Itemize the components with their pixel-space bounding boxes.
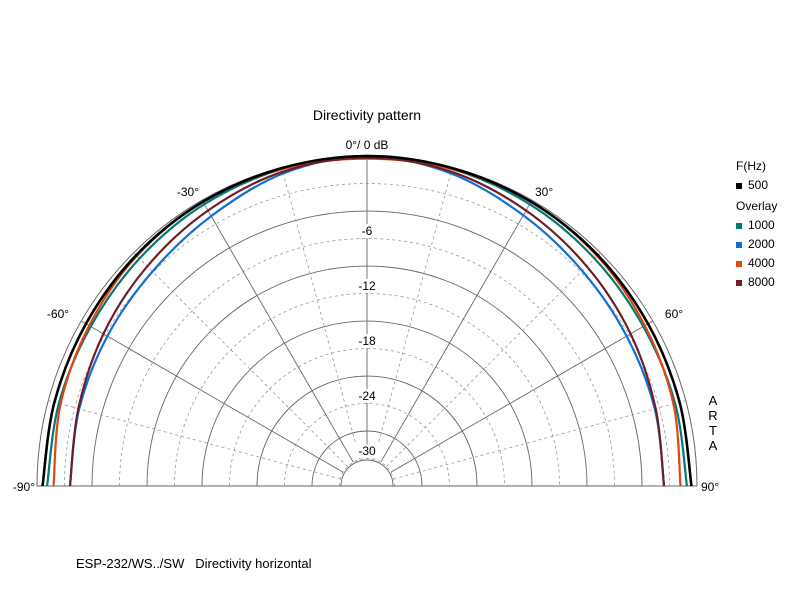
tick-label-bg bbox=[355, 444, 379, 458]
radial-tick-label: -18 bbox=[358, 334, 376, 348]
legend-item-2000: 2000 bbox=[736, 235, 777, 254]
polar-grid bbox=[36, 155, 698, 487]
grid-spoke bbox=[48, 400, 341, 480]
footer-caption: ESP-232/WS../SW Directivity horizontal bbox=[76, 556, 312, 571]
legend-label: 1000 bbox=[748, 218, 775, 232]
legend: F(Hz) 500 Overlay 1000 2000 4000 8000 bbox=[736, 157, 777, 292]
grid-spoke bbox=[373, 167, 453, 460]
series-line-8000 bbox=[68, 156, 666, 487]
grid-arc-minor bbox=[284, 403, 450, 487]
legend-swatch bbox=[736, 182, 742, 189]
grid-arc-minor bbox=[229, 348, 505, 487]
grid-arc-minor bbox=[339, 458, 395, 487]
angle-label: -90° bbox=[13, 480, 35, 494]
radial-tick-label: -6 bbox=[362, 224, 373, 238]
grid-arc-minor bbox=[119, 238, 615, 487]
legend-item-500: 500 bbox=[736, 176, 777, 195]
legend-label: 2000 bbox=[748, 237, 775, 251]
angle-label: 90° bbox=[701, 480, 719, 494]
grid-spoke bbox=[393, 400, 686, 480]
chart-title: Directivity pattern bbox=[313, 107, 421, 123]
grid-arc-major bbox=[340, 459, 394, 487]
legend-header: F(Hz) bbox=[736, 159, 766, 173]
grid-spoke bbox=[133, 252, 348, 467]
tick-label-bg bbox=[355, 279, 379, 293]
angle-label: -30° bbox=[177, 185, 199, 199]
grid-spoke bbox=[201, 199, 354, 463]
label-layer: -6 -12 -18 -24 -30 -90° -60° -30° 30° 60° 90° bbox=[13, 185, 720, 494]
legend-swatch bbox=[736, 279, 742, 286]
legend-item-4000: 4000 bbox=[736, 254, 777, 273]
angle-label: -60° bbox=[47, 307, 69, 321]
footer-model: ESP-232/WS../SW bbox=[76, 556, 185, 571]
legend-swatch bbox=[736, 241, 742, 248]
tick-label-bg bbox=[355, 334, 379, 348]
grid-spoke bbox=[386, 252, 601, 467]
grid-spoke bbox=[390, 320, 654, 473]
watermark-letter: A bbox=[708, 393, 718, 408]
watermark-letter: T bbox=[709, 423, 717, 438]
zero-angle-label: 0°/ 0 dB bbox=[346, 138, 389, 152]
angle-label: 60° bbox=[665, 307, 683, 321]
grid-spoke bbox=[380, 199, 533, 463]
series-layer bbox=[41, 154, 693, 487]
grid-spoke bbox=[281, 167, 361, 460]
legend-label: 8000 bbox=[748, 275, 775, 289]
legend-label: 500 bbox=[748, 178, 769, 192]
footer-description: Directivity horizontal bbox=[195, 556, 312, 571]
radial-tick-label: -24 bbox=[358, 389, 376, 403]
legend-overlay-label: Overlay bbox=[736, 199, 778, 213]
angle-label: 30° bbox=[535, 185, 553, 199]
legend-swatch bbox=[736, 222, 742, 229]
legend-item-1000: 1000 bbox=[736, 216, 777, 235]
watermark-letter: A bbox=[708, 438, 718, 453]
watermark-letter: R bbox=[708, 408, 718, 423]
legend-swatch bbox=[736, 260, 742, 267]
legend-item-8000: 8000 bbox=[736, 273, 777, 292]
radial-tick-label: -12 bbox=[358, 279, 376, 293]
tick-label-bg bbox=[355, 389, 379, 403]
radial-tick-label: -30 bbox=[358, 444, 376, 458]
series-line-500 bbox=[41, 154, 693, 487]
legend-label: 4000 bbox=[748, 256, 775, 270]
grid-spoke bbox=[80, 320, 344, 473]
tick-label-bg bbox=[355, 224, 379, 238]
